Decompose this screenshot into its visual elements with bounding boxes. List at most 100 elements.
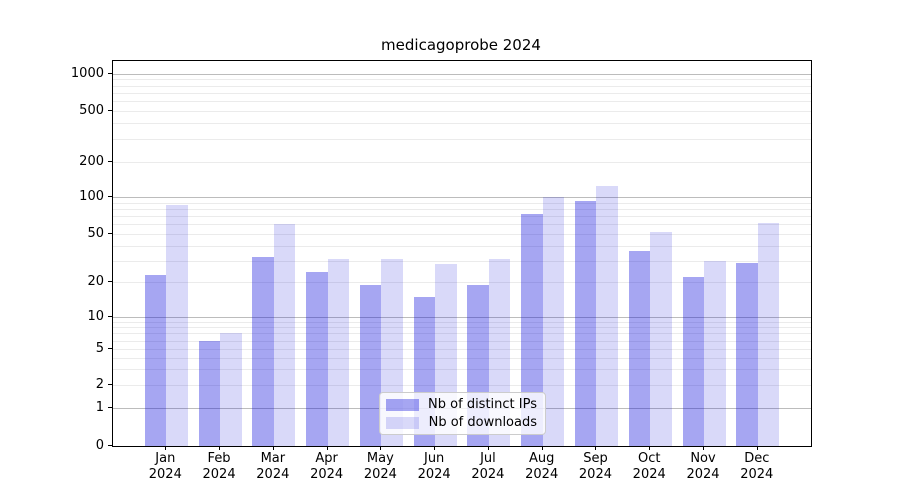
y-tick-label: 500 (79, 103, 104, 118)
gridline-minor (113, 368, 811, 370)
legend-swatch (386, 398, 419, 411)
y-tick-mark (108, 281, 112, 282)
x-tick-label: Sep 2024 (578, 451, 612, 482)
bar-nb-of-distinct-ips (521, 213, 543, 446)
gridline-minor (113, 92, 811, 94)
chart-title: medicagoprobe 2024 (381, 36, 541, 54)
gridline-major (113, 317, 811, 318)
y-tick-mark (108, 316, 112, 317)
y-tick-mark (108, 72, 112, 74)
gridline-minor (113, 139, 811, 141)
gridline-minor (113, 349, 811, 350)
y-tick-label: 200 (79, 154, 104, 169)
gridline-minor (113, 282, 811, 283)
gridline-minor (113, 234, 811, 235)
gridline-minor (113, 85, 811, 87)
x-tick-mark (756, 446, 758, 450)
gridline-major (113, 197, 811, 198)
bar-nb-of-distinct-ips (574, 200, 597, 446)
plot-area (112, 60, 812, 447)
y-tick-mark (108, 196, 112, 197)
x-tick-mark (219, 446, 221, 450)
gridline-minor (113, 245, 811, 247)
bar-nb-of-downloads (704, 260, 726, 446)
gridline-major (113, 73, 811, 75)
x-tick-mark (380, 446, 382, 450)
bar-nb-of-distinct-ips (628, 251, 651, 446)
gridline-minor (113, 327, 811, 329)
y-tick-label: 1000 (70, 65, 104, 81)
y-tick-mark (108, 445, 112, 446)
bar-nb-of-distinct-ips (736, 262, 758, 446)
bar-nb-of-downloads (166, 205, 188, 446)
gridline-minor (113, 202, 811, 204)
gridline-minor (113, 162, 811, 163)
x-tick-label: Mar 2024 (256, 451, 290, 482)
bar-nb-of-distinct-ips (359, 284, 382, 446)
gridline-minor (113, 340, 811, 342)
y-tick-label: 100 (79, 189, 104, 204)
y-tick-mark (108, 233, 112, 234)
bar-nb-of-downloads (220, 333, 242, 446)
gridline-minor (113, 216, 811, 218)
bar-nb-of-distinct-ips (198, 340, 221, 446)
y-tick-label: 1 (95, 400, 104, 415)
x-tick-label: Apr 2024 (310, 451, 344, 482)
bar-nb-of-distinct-ips (682, 277, 704, 446)
x-tick-label: Jul 2024 (471, 451, 505, 482)
bar-nb-of-distinct-ips (306, 272, 328, 446)
gridline-minor (113, 79, 811, 81)
legend: Nb of distinct IPs Nb of downloads (379, 392, 546, 435)
bar-nb-of-downloads (542, 197, 565, 446)
gridline-minor (113, 123, 811, 125)
x-tick-label: Aug 2024 (525, 451, 559, 482)
x-tick-mark (703, 446, 704, 450)
y-tick-label: 0 (95, 438, 104, 453)
bar-nb-of-distinct-ips (144, 274, 167, 446)
x-tick-label: Nov 2024 (686, 451, 720, 482)
x-tick-mark (541, 446, 543, 450)
y-tick-mark (108, 383, 112, 385)
y-tick-label: 2 (95, 376, 104, 392)
legend-label: Nb of distinct IPs (428, 397, 537, 412)
gridline-minor (113, 101, 811, 103)
x-tick-label: Dec 2024 (740, 451, 774, 482)
x-tick-mark (487, 446, 489, 450)
bar-nb-of-downloads (596, 185, 618, 446)
x-tick-mark (595, 446, 597, 450)
legend-row: Nb of distinct IPs (386, 397, 537, 412)
gridline-minor (113, 224, 811, 226)
gridline-minor (113, 384, 811, 386)
x-tick-mark (434, 446, 436, 450)
x-tick-label: Jun 2024 (417, 451, 451, 482)
gridline-minor (113, 208, 811, 210)
y-tick-mark (108, 110, 112, 111)
x-tick-label: Jan 2024 (148, 451, 182, 482)
bar-nb-of-distinct-ips (252, 257, 274, 446)
y-tick-mark (108, 407, 112, 408)
y-tick-label: 10 (87, 309, 104, 324)
legend-swatch (386, 416, 419, 429)
gridline-minor (113, 357, 811, 359)
bar-nb-of-downloads (650, 231, 672, 446)
y-tick-mark (108, 161, 112, 162)
bar-nb-of-downloads (757, 222, 780, 446)
x-tick-mark (165, 446, 167, 450)
gridline-minor (113, 333, 811, 335)
y-tick-label: 50 (87, 226, 104, 241)
y-tick-mark (108, 348, 112, 349)
legend-label: Nb of downloads (428, 415, 537, 430)
x-tick-mark (326, 446, 328, 450)
bar-nb-of-downloads (327, 259, 350, 446)
gridline-minor (113, 321, 811, 323)
x-tick-label: Oct 2024 (632, 451, 666, 482)
y-tick-label: 20 (87, 274, 104, 289)
legend-row: Nb of downloads (386, 415, 537, 430)
y-tick-label: 5 (95, 341, 104, 356)
gridline-minor (113, 260, 811, 262)
x-tick-label: May 2024 (363, 451, 397, 482)
x-tick-label: Feb 2024 (202, 451, 236, 482)
x-tick-mark (649, 446, 651, 450)
gridline-minor (113, 111, 811, 112)
